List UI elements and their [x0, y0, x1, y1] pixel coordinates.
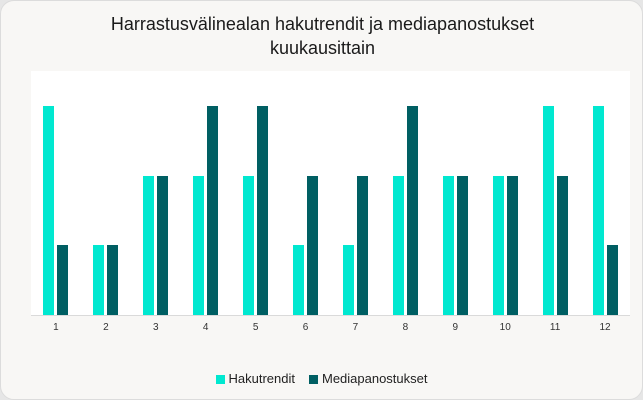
bar-hakutrendit-6[interactable]: [293, 245, 305, 315]
chart-title-line-1: Harrastusvälinealan hakutrendit ja media…: [110, 14, 535, 34]
bar-hakutrendit-2[interactable]: [93, 245, 105, 315]
x-tick-label: 12: [599, 322, 611, 333]
legend: Hakutrendit Mediapanostukset: [0, 371, 643, 387]
x-axis-line: [31, 315, 630, 316]
x-tick-label: 5: [252, 322, 259, 333]
x-tick-label: 3: [153, 322, 159, 333]
x-tick-label: 4: [202, 322, 209, 333]
bar-hakutrendit-9[interactable]: [442, 175, 454, 315]
x-tick-label: 8: [402, 322, 409, 333]
x-tick-label: 11: [549, 322, 561, 333]
x-tick-label: 7: [352, 322, 359, 333]
chart-title: Harrastusvälinealan hakutrendit ja media…: [1, 12, 643, 60]
bar-hakutrendit-12[interactable]: [592, 105, 604, 315]
plot-area: [31, 71, 630, 315]
bar-mediapanostukset-11[interactable]: [556, 175, 568, 315]
bar-mediapanostukset-1[interactable]: [57, 245, 69, 315]
legend-swatch-mediapanostukset: [308, 374, 318, 384]
x-tick-label: 10: [499, 322, 511, 333]
bar-hakutrendit-3[interactable]: [143, 175, 155, 315]
x-tick-label: 2: [103, 322, 109, 333]
legend-item-hakutrendit[interactable]: Hakutrendit: [215, 371, 295, 387]
bar-mediapanostukset-3[interactable]: [157, 175, 169, 315]
x-tick-label: 9: [452, 322, 459, 333]
bar-hakutrendit-4[interactable]: [193, 175, 205, 315]
bar-hakutrendit-7[interactable]: [342, 245, 354, 315]
bar-hakutrendit-1[interactable]: [43, 105, 55, 315]
legend-label: Hakutrendit: [228, 371, 295, 386]
bar-mediapanostukset-10[interactable]: [506, 175, 518, 315]
x-tick-label: 6: [302, 322, 309, 333]
bar-hakutrendit-11[interactable]: [542, 105, 554, 315]
bar-mediapanostukset-2[interactable]: [107, 245, 119, 315]
legend-label: Mediapanostukset: [321, 371, 428, 386]
bar-mediapanostukset-7[interactable]: [356, 175, 368, 315]
bar-mediapanostukset-8[interactable]: [406, 105, 418, 315]
bar-hakutrendit-8[interactable]: [392, 175, 404, 315]
legend-swatch-hakutrendit: [215, 374, 225, 384]
bar-mediapanostukset-4[interactable]: [207, 105, 219, 315]
bar-hakutrendit-5[interactable]: [243, 175, 255, 315]
chart-title-line-2: kuukausittain: [269, 38, 376, 58]
bar-hakutrendit-10[interactable]: [492, 175, 504, 315]
x-tick-label: 1: [53, 322, 59, 333]
bar-mediapanostukset-12[interactable]: [606, 245, 618, 315]
bar-mediapanostukset-9[interactable]: [456, 175, 468, 315]
bar-mediapanostukset-5[interactable]: [257, 105, 269, 315]
legend-item-mediapanostukset[interactable]: Mediapanostukset: [308, 371, 428, 387]
bar-mediapanostukset-6[interactable]: [307, 175, 319, 315]
